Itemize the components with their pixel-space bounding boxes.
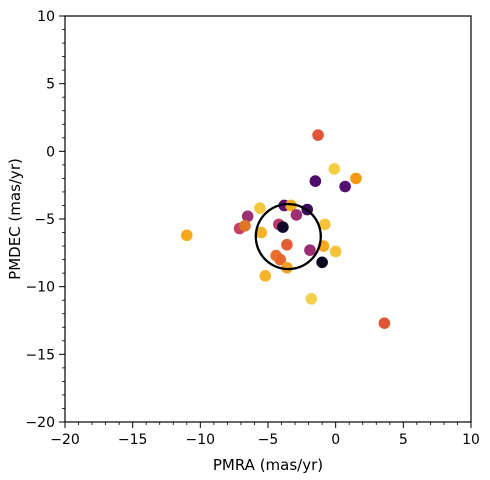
x-tick-label: 5 (399, 432, 408, 448)
highlight-circle-layer (254, 202, 322, 271)
data-point (285, 199, 297, 212)
y-tick-label: 5 (46, 77, 55, 93)
y-tick-label: −5 (34, 212, 55, 228)
data-points-layer (181, 129, 391, 330)
data-point (319, 218, 331, 231)
x-tick-label: −10 (186, 432, 216, 448)
x-axis-ticks: −20 −15 −10 −5 0 5 10 (50, 422, 480, 448)
data-point (254, 202, 266, 214)
x-axis-label: PMRA (mas/yr) (213, 456, 323, 474)
data-point (277, 221, 289, 233)
y-tick-label: −15 (25, 347, 55, 363)
data-point (241, 210, 254, 223)
data-point (312, 129, 324, 141)
data-point (328, 163, 341, 175)
data-point (274, 253, 286, 266)
y-axis-ticks: −20 −15 −10 −5 0 5 10 (25, 9, 65, 431)
data-point (181, 229, 193, 242)
plot-area-border (64, 15, 472, 423)
data-point (329, 245, 342, 258)
data-point (281, 238, 293, 251)
data-point (339, 180, 351, 193)
data-point (259, 270, 272, 282)
y-axis-label: PMDEC (mas/yr) (6, 158, 24, 280)
data-point (350, 172, 362, 185)
data-point (305, 293, 318, 305)
data-point (290, 209, 303, 221)
data-point (378, 317, 391, 330)
x-tick-label: −15 (118, 432, 148, 448)
y-tick-label: 10 (37, 9, 55, 25)
data-point (239, 219, 251, 232)
data-point (309, 175, 322, 187)
y-tick-label: 0 (46, 144, 55, 160)
x-tick-label: −5 (258, 432, 279, 448)
y-tick-label: −10 (25, 280, 55, 296)
x-tick-label: 0 (331, 432, 340, 448)
x-tick-label: −20 (50, 432, 80, 448)
data-point (281, 261, 293, 274)
data-point (304, 244, 316, 256)
y-tick-label: −20 (25, 415, 55, 431)
data-point (255, 226, 268, 239)
data-point (316, 256, 328, 269)
x-tick-label: 10 (462, 432, 480, 448)
circle-outline-dot (319, 234, 322, 237)
